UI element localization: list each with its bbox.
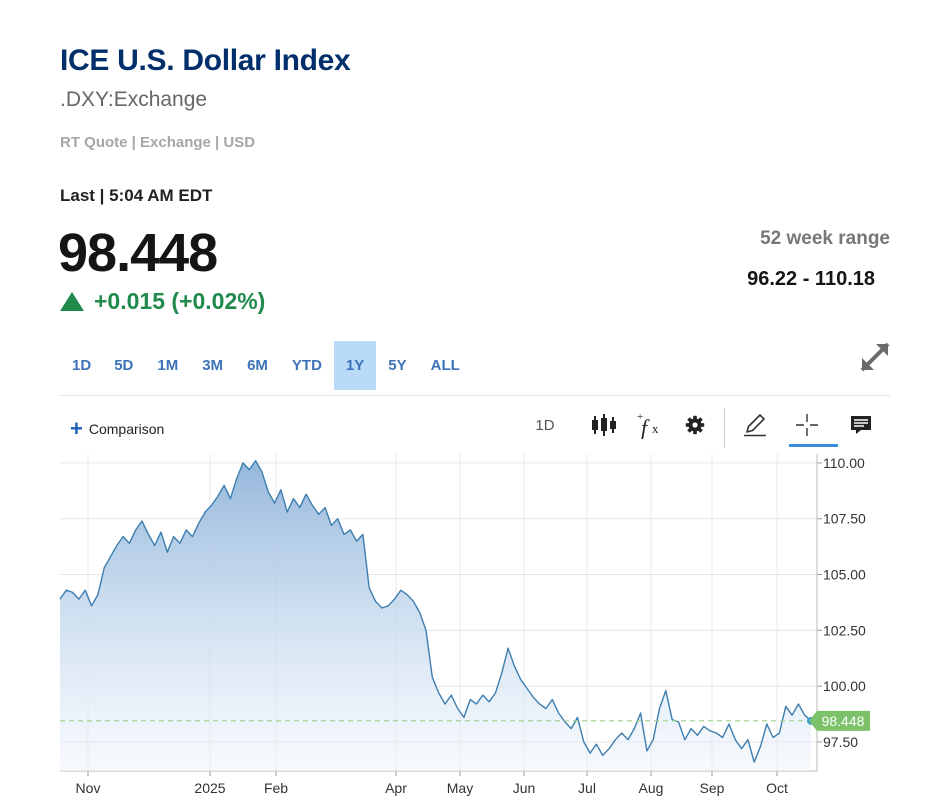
- comparison-button[interactable]: + Comparison: [70, 416, 165, 441]
- y-tick-label: 102.50: [823, 622, 866, 638]
- x-tick-label: Apr: [385, 780, 407, 796]
- last-price-tag: [809, 710, 870, 731]
- comparison-label: Comparison: [88, 421, 165, 437]
- plus-icon: +: [70, 416, 83, 441]
- y-tick-label: 107.50: [823, 511, 866, 527]
- range-1m[interactable]: 1M: [157, 357, 179, 374]
- y-tick-label: 105.00: [823, 567, 866, 583]
- gear-icon[interactable]: [683, 408, 707, 442]
- range-1y[interactable]: 1Y: [333, 341, 377, 390]
- week52-value: 96.22 - 110.18: [747, 268, 875, 290]
- crosshair-active-indicator: [789, 444, 838, 447]
- crosshair-icon[interactable]: [793, 408, 821, 442]
- x-tick-label: Jul: [578, 780, 596, 796]
- toolbar-divider: [724, 408, 725, 448]
- x-tick-label: Sep: [700, 780, 725, 796]
- last-timestamp: Last | 5:04 AM EDT: [60, 186, 213, 205]
- y-tick-label: 97.50: [823, 734, 858, 750]
- svg-text:f: f: [641, 415, 650, 439]
- x-tick-label: May: [447, 780, 473, 796]
- comment-icon[interactable]: [847, 408, 875, 442]
- week52-label: 52 week range: [760, 228, 890, 249]
- range-6m[interactable]: 6M: [247, 357, 268, 374]
- expand-icon[interactable]: [858, 340, 892, 374]
- page-title: ICE U.S. Dollar Index: [60, 44, 351, 77]
- divider: [60, 395, 890, 396]
- price-line: [59, 460, 812, 763]
- last-price-tag-label: 98.448: [822, 713, 865, 729]
- x-tick-label: Oct: [766, 780, 788, 796]
- quote-meta: RT Quote | Exchange | USD: [60, 134, 256, 151]
- pencil-icon[interactable]: [741, 408, 769, 442]
- y-tick-label: 100.00: [823, 678, 866, 694]
- x-tick-label: Feb: [264, 780, 288, 796]
- range-5y[interactable]: 5Y: [388, 357, 407, 374]
- price-change-value: +0.015 (+0.02%): [94, 288, 266, 314]
- price-change: +0.015 (+0.02%): [60, 288, 265, 315]
- range-1d[interactable]: 1D: [72, 357, 92, 374]
- range-selector: 1D 5D 1M 3M 6M YTD 1Y 5Y ALL: [60, 341, 472, 390]
- range-all[interactable]: ALL: [430, 357, 460, 374]
- range-ytd[interactable]: YTD: [291, 357, 322, 374]
- x-tick-label: Nov: [76, 780, 101, 796]
- svg-text:+: +: [637, 411, 643, 423]
- x-tick-label: 2025: [194, 780, 225, 796]
- range-3m[interactable]: 3M: [202, 357, 224, 374]
- svg-text:x: x: [652, 421, 659, 436]
- range-5d[interactable]: 5D: [114, 357, 134, 374]
- candlestick-icon[interactable]: [590, 408, 618, 442]
- last-price: 98.448: [58, 223, 218, 283]
- symbol-label: .DXY:Exchange: [60, 88, 208, 111]
- interval-selector[interactable]: 1D: [535, 416, 555, 434]
- x-tick-label: Jun: [513, 780, 536, 796]
- function-fx-icon[interactable]: + f x: [636, 408, 664, 442]
- x-tick-label: Aug: [639, 780, 664, 796]
- up-arrow-icon: [60, 292, 84, 311]
- area-fill: [60, 460, 811, 771]
- y-tick-label: 110.00: [823, 455, 865, 471]
